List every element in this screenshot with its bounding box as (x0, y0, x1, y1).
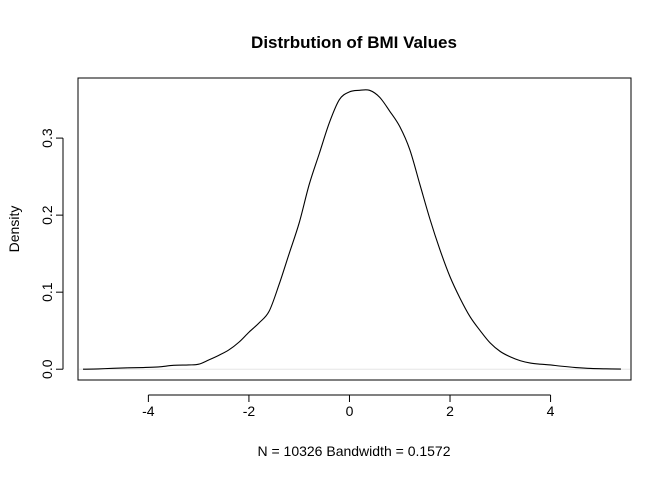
y-axis-label: Density (6, 206, 22, 253)
density-line (83, 89, 621, 370)
y-tick-label: 0.3 (39, 128, 55, 148)
y-tick-label: 0.0 (39, 359, 55, 379)
x-axis: -4 -2 0 2 4 (142, 394, 555, 419)
x-axis-label: N = 10326 Bandwidth = 0.1572 (257, 443, 450, 459)
series-layer (79, 89, 630, 370)
plot-frame (77, 77, 632, 381)
chart-title: Distrbution of BMI Values (251, 33, 457, 52)
x-tick-label: -4 (142, 403, 155, 419)
y-tick-label: 0.1 (39, 282, 55, 302)
x-tick-label: 0 (346, 403, 354, 419)
x-tick-label: 4 (547, 403, 555, 419)
x-tick-label: 2 (446, 403, 454, 419)
y-axis: 0.0 0.1 0.2 0.3 (39, 128, 64, 379)
x-tick-label: -2 (243, 403, 256, 419)
y-tick-label: 0.2 (39, 205, 55, 225)
